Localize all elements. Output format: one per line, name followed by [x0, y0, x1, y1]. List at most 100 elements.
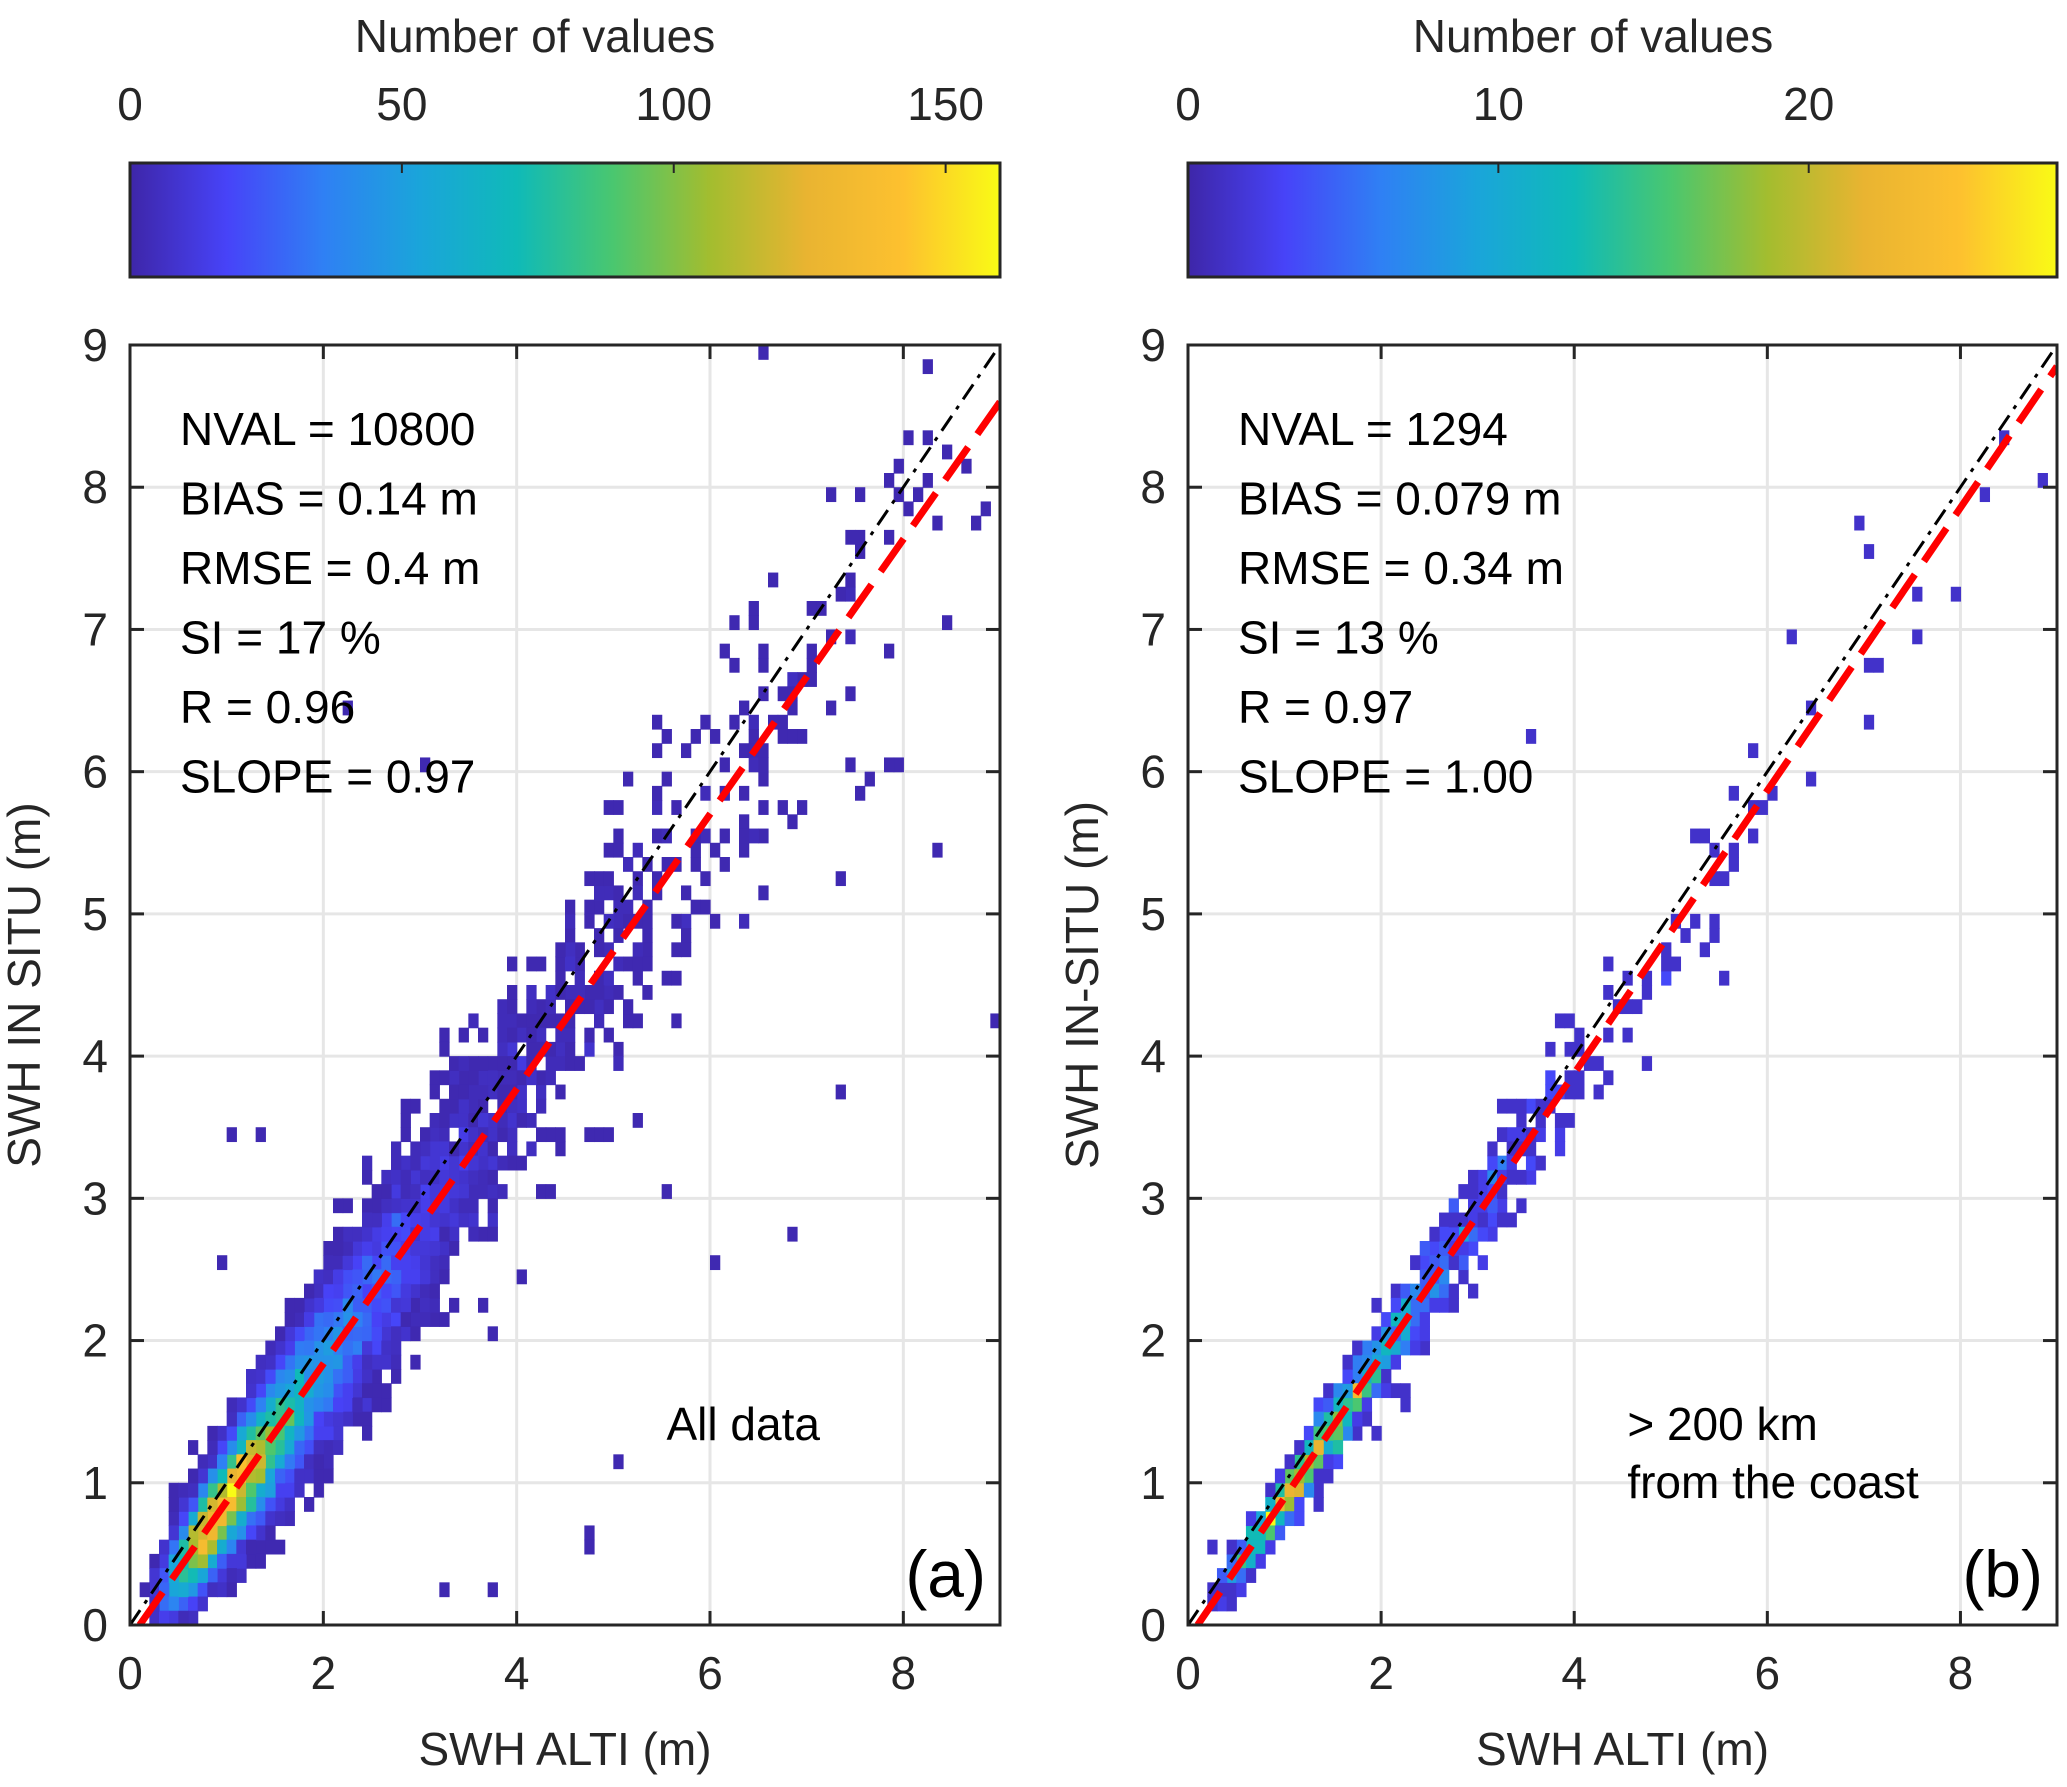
histogram-bin: [371, 1198, 382, 1214]
histogram-bin: [236, 1511, 247, 1527]
histogram-bin: [410, 1283, 421, 1299]
histogram-bin: [1603, 1027, 1614, 1043]
histogram-bin: [159, 1553, 170, 1569]
histogram-bin: [1487, 1155, 1498, 1171]
histogram-bin: [217, 1511, 228, 1527]
histogram-bin: [1255, 1539, 1266, 1555]
histogram-bin: [217, 1255, 228, 1271]
histogram-bin: [623, 899, 634, 915]
histogram-bin: [304, 1383, 315, 1399]
histogram-bin: [1525, 1155, 1537, 1171]
histogram-bin: [323, 1269, 334, 1285]
histogram-bin: [313, 1312, 324, 1327]
fit-lines: [1188, 345, 2057, 1625]
histogram-bin: [226, 1582, 237, 1598]
histogram-bin: [284, 1297, 295, 1313]
histogram-bin: [217, 1539, 228, 1555]
histogram-bin: [806, 643, 817, 659]
histogram-bin: [1728, 842, 1739, 858]
histogram-bin: [497, 1041, 508, 1057]
x-tick-label: 0: [117, 1647, 143, 1699]
histogram-bin: [623, 857, 634, 872]
histogram-bin: [313, 1468, 324, 1484]
histogram-bin: [400, 1312, 411, 1327]
histogram-bin: [449, 1070, 460, 1086]
histogram-bin: [458, 1027, 469, 1043]
histogram-bin: [362, 1383, 373, 1399]
histogram-bin: [1419, 1340, 1430, 1356]
histogram-bin: [294, 1468, 305, 1484]
histogram-bin: [236, 1397, 247, 1413]
histogram-bin: [594, 1127, 605, 1143]
histogram-bin: [149, 1610, 160, 1625]
histogram-bin: [922, 359, 933, 375]
histogram-bin: [352, 1354, 363, 1370]
histogram-bin: [458, 1184, 469, 1199]
histogram-bin: [323, 1283, 334, 1299]
histogram-bin: [275, 1440, 286, 1455]
histogram-bin: [236, 1553, 247, 1569]
axis-ticks: [1186, 343, 2057, 1627]
histogram-bin: [536, 1027, 547, 1043]
histogram-bin: [565, 999, 576, 1015]
histogram-bin: [371, 1255, 382, 1271]
histogram-bin: [294, 1297, 305, 1313]
histogram-bin: [149, 1553, 160, 1569]
histogram-bin: [922, 430, 933, 446]
histogram-bin: [226, 1425, 237, 1441]
histogram-bin: [294, 1312, 305, 1327]
histogram-bin: [217, 1568, 228, 1583]
histogram-bin: [594, 928, 605, 943]
histogram-bin: [304, 1369, 315, 1384]
histogram-bin: [449, 1297, 460, 1313]
histogram-bin: [458, 1098, 469, 1114]
histogram-bin: [1390, 1297, 1402, 1313]
histogram-bin: [507, 1113, 518, 1128]
histogram-bin: [313, 1411, 324, 1427]
histogram-bin: [497, 1013, 508, 1029]
histogram-bin: [1593, 1056, 1604, 1071]
histogram-bin: [391, 1312, 402, 1327]
x-tick-label: 4: [504, 1647, 530, 1699]
histogram-bin: [410, 1155, 421, 1171]
histogram-bin: [304, 1326, 315, 1342]
histogram-bin: [429, 1283, 440, 1299]
histogram-bin: [265, 1411, 276, 1427]
histogram-bin: [1632, 999, 1643, 1015]
y-tick-label: 4: [82, 1030, 108, 1082]
histogram-bin: [236, 1440, 247, 1455]
histogram-bin: [439, 1269, 450, 1285]
histogram-bin: [710, 842, 721, 858]
histogram-bin: [429, 1269, 440, 1285]
x-tick-label: 6: [697, 1647, 723, 1699]
histogram-bin: [1274, 1525, 1286, 1541]
histogram-bin: [603, 942, 614, 958]
histogram-bin: [526, 1113, 537, 1128]
histogram-bin: [1245, 1511, 1257, 1527]
histogram-bin: [207, 1440, 218, 1455]
histogram-bin: [313, 1326, 324, 1342]
histogram-bin: [323, 1241, 334, 1256]
histogram-bin: [1448, 1255, 1459, 1271]
histogram-bin: [1603, 956, 1614, 972]
histogram-bin: [1216, 1582, 1228, 1598]
histogram-bin: [1361, 1383, 1373, 1399]
colorbar-a: Number of values 0 50 100 150: [117, 10, 1002, 279]
histogram-bin: [313, 1397, 324, 1413]
histogram-bin: [362, 1326, 373, 1342]
histogram-bin: [255, 1354, 266, 1370]
histogram-bin: [294, 1369, 305, 1384]
histogram-bin: [410, 1212, 421, 1228]
histogram-bin: [1419, 1312, 1430, 1327]
histogram-bin: [719, 757, 730, 773]
histogram-bin: [613, 913, 624, 929]
histogram-bin: [1496, 1184, 1508, 1199]
histogram-bin: [265, 1511, 276, 1527]
histogram-bin: [371, 1340, 382, 1356]
histogram-bin: [458, 1212, 469, 1228]
histogram-bin: [1641, 970, 1653, 986]
histogram-bin: [584, 1525, 595, 1541]
histogram-bin: [613, 985, 624, 1000]
histogram-bin: [700, 871, 711, 887]
histogram-bin: [671, 800, 682, 815]
